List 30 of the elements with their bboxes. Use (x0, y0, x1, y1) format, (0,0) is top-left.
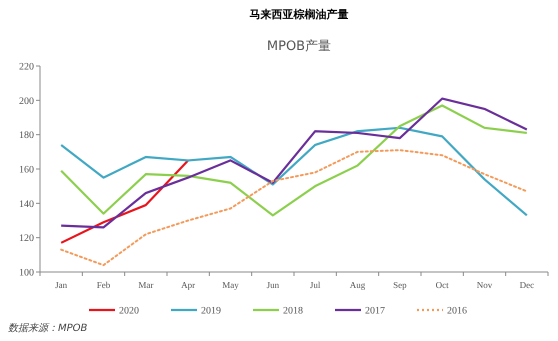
y-tick-label: 160 (19, 164, 34, 176)
legend-label: 2016 (447, 306, 467, 316)
x-tick-label: May (222, 280, 240, 290)
chart-title: 马来西亚棕榈油产量 (250, 8, 348, 21)
y-tick-label: 180 (19, 130, 34, 142)
x-tick-label: Feb (96, 280, 111, 290)
line-series (60, 149, 528, 266)
x-tick-label: Aug (350, 280, 366, 290)
source-note: 数据来源：MPOB (8, 322, 88, 334)
y-tick-label: 200 (19, 96, 34, 107)
x-tick-label: Jan (55, 280, 68, 290)
x-tick-label: Dec (520, 280, 534, 290)
x-tick-label: Nov (476, 280, 493, 290)
x-tick-label: Jun (266, 280, 280, 290)
legend-label: 2017 (365, 306, 385, 316)
x-tick-label: Sep (393, 280, 408, 290)
y-tick-label: 140 (19, 198, 34, 210)
legend-label: 2019 (201, 306, 221, 316)
x-tick-label: Jul (310, 280, 321, 290)
line-series (60, 159, 190, 244)
x-tick-label: Mar (138, 280, 154, 290)
y-tick-label: 220 (19, 62, 34, 72)
x-tick-label: Oct (436, 280, 450, 290)
chart-subtitle: MPOB产量 (266, 39, 332, 54)
legend-label: 2018 (283, 306, 303, 316)
y-tick-label: 100 (19, 268, 34, 278)
line-series (60, 126, 528, 216)
legend-label: 2020 (119, 306, 139, 316)
x-tick-label: Apr (181, 280, 196, 290)
y-tick-label: 120 (19, 233, 34, 244)
